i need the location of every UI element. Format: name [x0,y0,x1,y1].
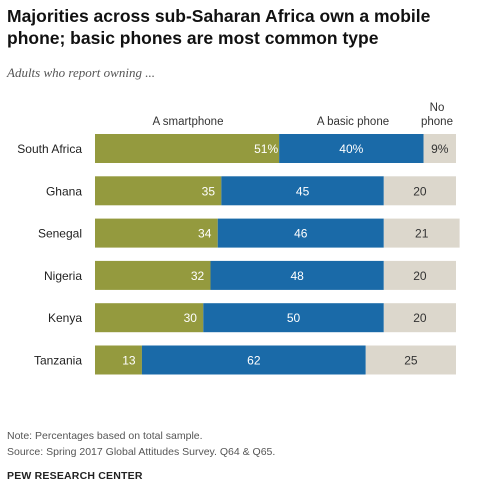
data-label: 20 [413,311,427,325]
bar-segment [279,134,424,163]
data-label: 21 [415,227,429,241]
bar-segment [95,134,280,163]
chart-subtitle: Adults who report owning ... [7,65,155,80]
chart-title: Majorities across sub-Saharan Africa own… [7,6,431,48]
bar-segment [217,218,384,248]
legend-label-1: A basic phone [317,116,389,128]
data-label: 51% [254,142,278,156]
category-label: Ghana [46,184,82,198]
legend-label-2: No phone [421,102,453,128]
chart-credit: PEW RESEARCH CENTER [7,470,143,482]
data-label: 46 [294,227,308,241]
data-label: 40% [339,142,363,156]
chart-note: Note: Percentages based on total sample. [7,430,203,442]
bar-segment [210,260,384,290]
data-label: 20 [413,184,427,198]
category-label: Tanzania [34,354,82,368]
data-label: 9% [431,142,449,156]
data-label: 13 [122,354,136,368]
chart-source: Source: Spring 2017 Global Attitudes Sur… [7,446,276,458]
bar-segment [141,345,366,375]
bar-segment [95,260,211,290]
bar-segment [423,134,456,163]
bar-segment [95,303,204,333]
data-label: 48 [290,269,304,283]
bar-segment [95,218,218,248]
bar-segment [221,176,384,206]
bar-segment [383,303,456,333]
bar-segment [95,345,142,375]
data-label: 25 [404,354,418,368]
data-label: 30 [184,311,198,325]
legend-label-line: A smartphone [153,116,224,128]
data-label: 32 [191,269,205,283]
legend-label-line: No [430,102,445,114]
data-label: 50 [287,311,301,325]
stacked-bar-chart: A smartphone A basic phone No phone South Af… [17,102,460,375]
bar-segment [203,303,384,333]
data-label: 34 [198,227,212,241]
data-label: 20 [413,269,427,283]
bar-segment [95,176,222,206]
data-label: 45 [296,184,310,198]
bar-segment [383,176,456,206]
bar-segment [365,345,456,375]
data-label: 35 [202,184,216,198]
category-label: South Africa [17,142,82,156]
legend-label-0: A smartphone [153,116,224,128]
legend-label-line: phone [421,116,453,128]
bar-segment [383,218,460,248]
legend-label-line: A basic phone [317,116,389,128]
category-label: Kenya [48,311,82,325]
category-label: Nigeria [44,269,82,283]
data-label: 62 [247,354,261,368]
bar-segment [383,260,456,290]
category-label: Senegal [38,227,82,241]
